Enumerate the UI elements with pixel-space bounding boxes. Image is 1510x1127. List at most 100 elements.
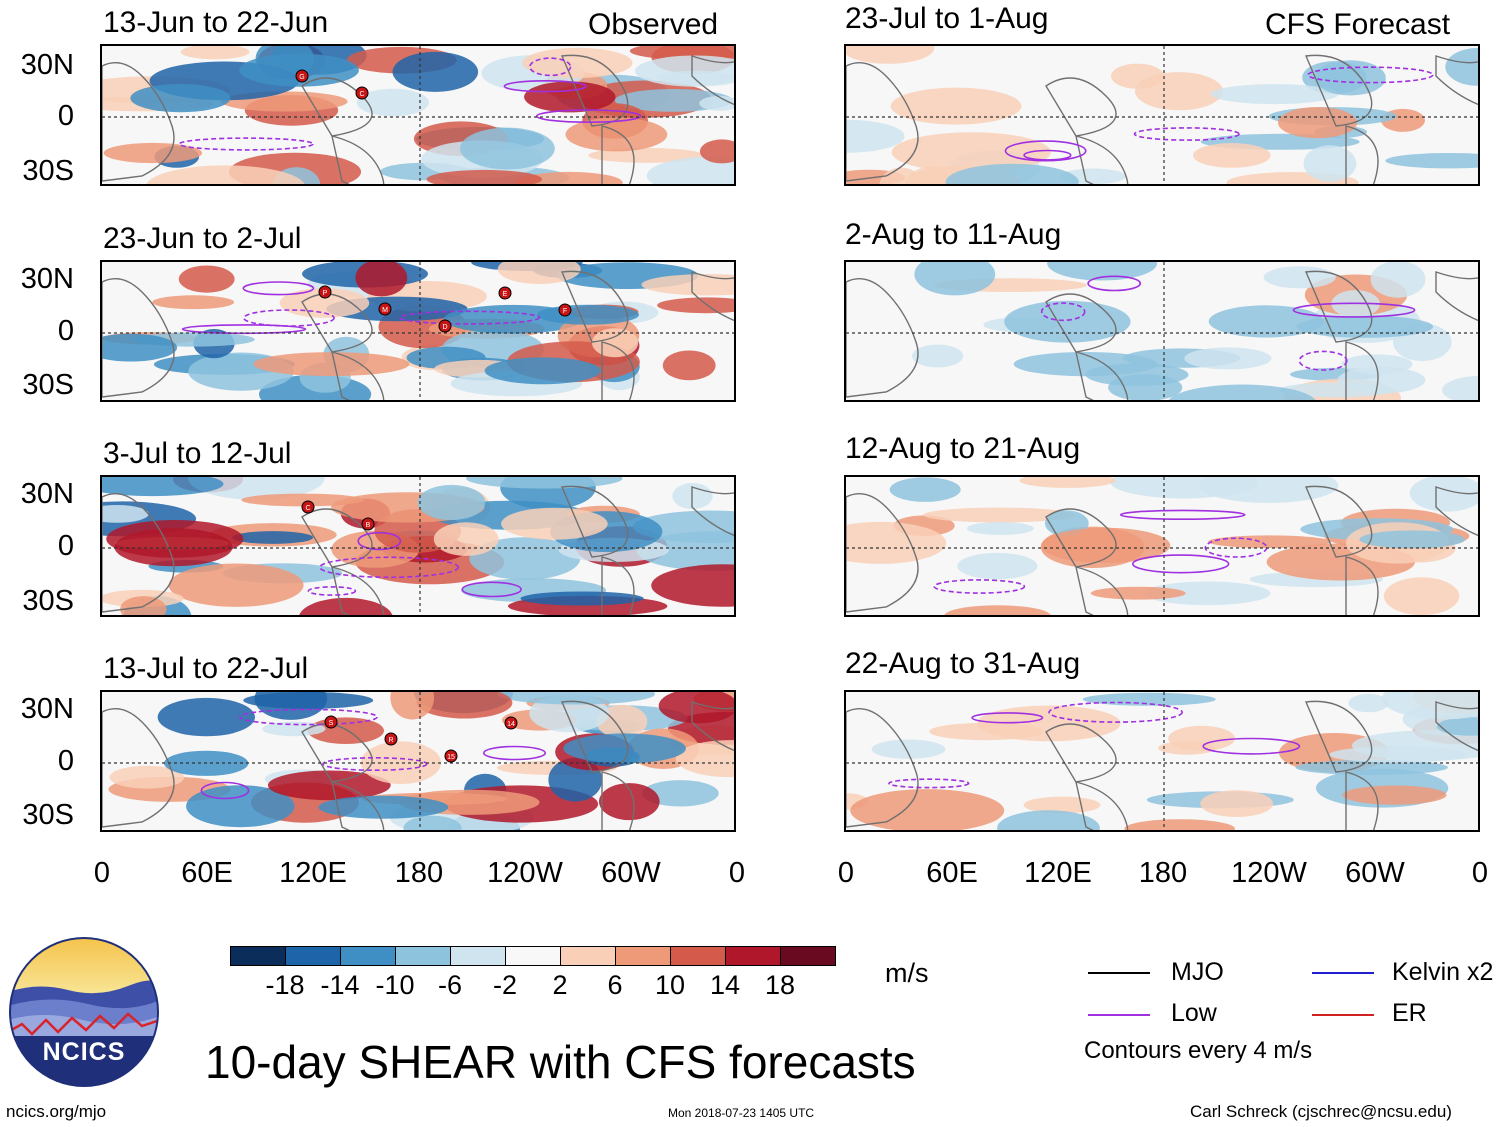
legend-note: Contours every 4 m/s <box>1084 1037 1313 1064</box>
lon-label: 60W <box>601 857 661 889</box>
svg-text:B: B <box>366 522 371 529</box>
colorbar-swatch <box>340 946 396 966</box>
svg-text:F: F <box>563 308 567 315</box>
shear-map: P M D E F <box>100 260 736 402</box>
svg-text:15: 15 <box>447 754 455 761</box>
storm-marker: B <box>361 517 375 531</box>
colorbar-swatch <box>780 946 836 966</box>
storm-marker: P <box>318 285 332 299</box>
lat-label-30n: 30N <box>20 478 74 510</box>
ncics-logo: NCICS <box>8 936 160 1088</box>
colorbar-tick-label: 18 <box>764 970 796 1000</box>
colorbar-tick-label: 2 <box>552 970 568 1000</box>
legend-line-low <box>1088 1014 1150 1016</box>
lon-label: 0 <box>837 857 855 889</box>
shear-field: S R 15 14 <box>102 692 734 830</box>
shear-map <box>844 690 1480 832</box>
panel-title: 13-Jun to 22-Jun <box>103 6 329 39</box>
lat-label-30s: 30S <box>22 585 74 617</box>
colorbar-swatch <box>670 946 726 966</box>
lat-label-30s: 30S <box>22 799 74 831</box>
lon-label: 120W <box>487 857 563 889</box>
panel-tag-forecast: CFS Forecast <box>1265 8 1451 41</box>
svg-text:R: R <box>388 737 393 744</box>
lon-label: 60W <box>1345 857 1405 889</box>
colorbar-tick-label: -10 <box>375 970 415 1000</box>
storm-marker: C <box>301 500 315 514</box>
svg-text:C: C <box>305 505 310 512</box>
svg-text:14: 14 <box>507 721 515 728</box>
shear-field: P M D E F <box>102 262 734 400</box>
shear-map: S R 15 14 <box>100 690 736 832</box>
shear-map <box>844 44 1480 186</box>
colorbar-swatch <box>725 946 781 966</box>
storm-marker: G <box>295 69 309 83</box>
footer-credit: Carl Schreck (cjschrec@ncsu.edu) <box>1190 1102 1452 1121</box>
svg-text:M: M <box>382 307 388 314</box>
colorbar-tick-label: -6 <box>437 970 462 1000</box>
logo-graphic <box>9 937 159 1087</box>
colorbar-tick-label: 14 <box>709 970 741 1000</box>
lon-label: 120E <box>279 857 347 889</box>
legend-label-mjo: MJO <box>1171 958 1224 986</box>
colorbar-swatch <box>450 946 506 966</box>
lon-label: 120E <box>1024 857 1092 889</box>
colorbar-swatch <box>505 946 561 966</box>
svg-text:C: C <box>359 91 364 98</box>
legend-label-er: ER <box>1392 999 1427 1027</box>
footer-timestamp: Mon 2018-07-23 1405 UTC <box>668 1106 815 1120</box>
svg-text:P: P <box>323 290 328 297</box>
colorbar-tick-label: 10 <box>654 970 686 1000</box>
lat-label-30n: 30N <box>20 263 74 295</box>
storm-marker: E <box>498 286 512 300</box>
colorbar-swatch <box>395 946 451 966</box>
lon-label: 0 <box>93 857 111 889</box>
shear-field <box>846 46 1478 184</box>
legend-line-mjo <box>1088 972 1150 974</box>
colorbar-swatch <box>560 946 616 966</box>
lon-label: 180 <box>394 857 444 889</box>
storm-marker: C <box>355 86 369 100</box>
panel-title: 2-Aug to 11-Aug <box>845 218 1062 251</box>
shear-field <box>846 477 1478 615</box>
legend-line-er <box>1312 1014 1374 1016</box>
lat-label-eq: 0 <box>57 745 74 777</box>
main-title: 10-day SHEAR with CFS forecasts <box>205 1036 916 1088</box>
panel-title: 3-Jul to 12-Jul <box>103 437 292 470</box>
storm-marker: F <box>558 303 572 317</box>
legend-label-kelvin: Kelvin x2 <box>1392 958 1494 986</box>
colorbar-tick-label: -14 <box>320 970 360 1000</box>
legend-label-low: Low <box>1171 999 1217 1027</box>
panel-title: 22-Aug to 31-Aug <box>845 647 1081 680</box>
shear-field: GC <box>102 46 734 184</box>
panel-title: 12-Aug to 21-Aug <box>845 432 1081 465</box>
lat-label-30n: 30N <box>20 49 74 81</box>
storm-marker: S <box>324 715 338 729</box>
legend-line-kelvin <box>1312 972 1374 974</box>
colorbar-tick-label: -18 <box>265 970 305 1000</box>
colorbar-swatch <box>285 946 341 966</box>
lat-label-eq: 0 <box>57 315 74 347</box>
lon-label: 60E <box>181 857 233 889</box>
panel-title: 23-Jul to 1-Aug <box>845 2 1049 35</box>
panel-tag-observed: Observed <box>588 8 719 41</box>
shear-field <box>846 692 1478 830</box>
colorbar-tick-label: -2 <box>492 970 517 1000</box>
footer-url: ncics.org/mjo <box>6 1102 107 1121</box>
svg-text:S: S <box>329 720 334 727</box>
logo-text: NCICS <box>42 1038 126 1066</box>
lon-label: 60E <box>926 857 978 889</box>
lat-label-30s: 30S <box>22 155 74 187</box>
storm-marker: 15 <box>444 749 458 763</box>
lat-label-30n: 30N <box>20 693 74 725</box>
colorbar-tick-label: 6 <box>607 970 623 1000</box>
lat-label-eq: 0 <box>57 530 74 562</box>
lat-label-30s: 30S <box>22 369 74 401</box>
svg-text:G: G <box>299 74 304 81</box>
lon-label: 0 <box>1471 857 1489 889</box>
colorbar-swatch <box>230 946 286 966</box>
lon-label: 0 <box>728 857 746 889</box>
shear-field: CB <box>102 477 734 615</box>
